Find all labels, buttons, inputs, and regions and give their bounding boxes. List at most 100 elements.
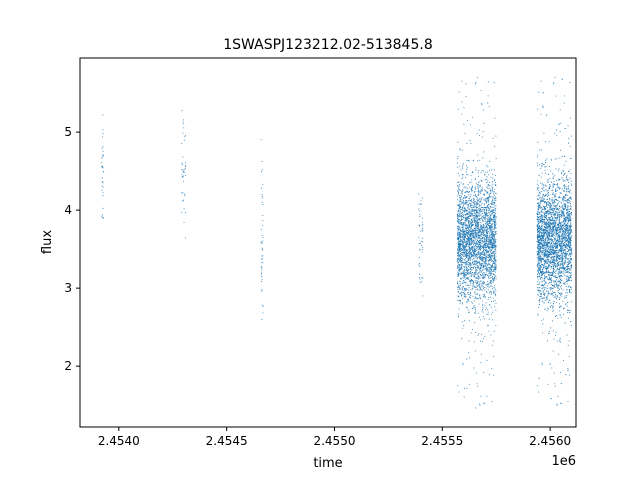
data-point [483, 258, 485, 260]
data-point [457, 299, 459, 301]
data-point [481, 246, 483, 248]
data-point [484, 286, 486, 288]
data-point [462, 227, 464, 229]
data-point [488, 292, 491, 294]
data-point [494, 225, 497, 227]
data-point [537, 313, 539, 315]
data-point [465, 248, 468, 250]
data-point [558, 261, 560, 263]
data-point [567, 185, 570, 187]
data-point [475, 225, 477, 227]
data-point [489, 234, 492, 236]
data-point [458, 268, 460, 270]
data-point [458, 218, 460, 220]
data-point [490, 229, 492, 231]
data-point [470, 257, 472, 259]
data-point [470, 240, 472, 242]
data-point [495, 325, 497, 327]
data-point [489, 277, 491, 279]
data-point [181, 143, 183, 145]
data-point [461, 246, 463, 248]
data-point [464, 292, 466, 295]
data-point [482, 226, 484, 228]
data-point [463, 268, 465, 271]
data-point [464, 262, 466, 264]
data-point [488, 211, 490, 213]
data-point [549, 186, 551, 188]
data-point [489, 229, 491, 231]
data-point [479, 294, 481, 296]
data-point [473, 198, 475, 200]
data-point [474, 270, 477, 272]
data-point [421, 217, 424, 219]
data-point [457, 225, 459, 227]
data-point [483, 268, 485, 270]
data-point [474, 206, 476, 208]
data-point [487, 185, 489, 187]
data-point [469, 209, 471, 211]
data-point [490, 227, 492, 229]
data-point [478, 256, 480, 258]
data-point [481, 242, 484, 244]
data-point [490, 222, 492, 224]
data-point [458, 175, 460, 177]
data-point [469, 182, 471, 184]
data-point [184, 134, 186, 137]
data-point [464, 218, 466, 220]
data-point [421, 280, 423, 282]
data-point [495, 215, 497, 218]
data-point [475, 264, 477, 266]
data-point [466, 212, 468, 215]
data-point [552, 189, 554, 191]
data-point [456, 162, 458, 164]
data-point [492, 275, 494, 277]
data-point [476, 285, 478, 287]
data-point [465, 287, 467, 289]
data-point [456, 267, 459, 269]
data-point [101, 185, 103, 187]
data-point [490, 259, 492, 261]
data-point [560, 293, 562, 295]
data-point [465, 215, 467, 217]
data-point [494, 246, 496, 248]
data-point [422, 246, 424, 248]
data-point [467, 298, 469, 300]
data-point [422, 295, 424, 297]
data-point [475, 260, 477, 262]
data-point [182, 192, 184, 194]
data-point [539, 254, 541, 256]
data-point [469, 224, 471, 227]
data-point [494, 249, 496, 251]
data-point [465, 96, 467, 98]
data-point [472, 243, 474, 245]
data-point [482, 281, 484, 283]
data-point [462, 327, 464, 329]
data-point [482, 220, 484, 222]
data-point [549, 262, 551, 264]
data-point [182, 156, 184, 158]
data-point [481, 190, 484, 192]
data-point [491, 219, 493, 221]
data-point [473, 229, 475, 231]
data-point [491, 243, 493, 245]
data-point [468, 208, 470, 210]
data-point [468, 294, 471, 296]
data-point [466, 250, 468, 252]
data-point [479, 239, 481, 241]
data-point [550, 294, 552, 296]
data-point [474, 243, 476, 245]
data-point [463, 207, 465, 209]
data-point [491, 213, 493, 215]
data-point [456, 252, 458, 254]
data-point [261, 235, 263, 237]
data-point [470, 236, 472, 238]
data-point [492, 247, 494, 249]
data-point [477, 194, 479, 197]
data-point [458, 237, 460, 239]
data-point [466, 288, 468, 290]
data-point [463, 252, 465, 254]
data-point [421, 221, 423, 223]
data-point [469, 244, 471, 246]
data-point [551, 290, 553, 292]
data-point [459, 214, 461, 216]
